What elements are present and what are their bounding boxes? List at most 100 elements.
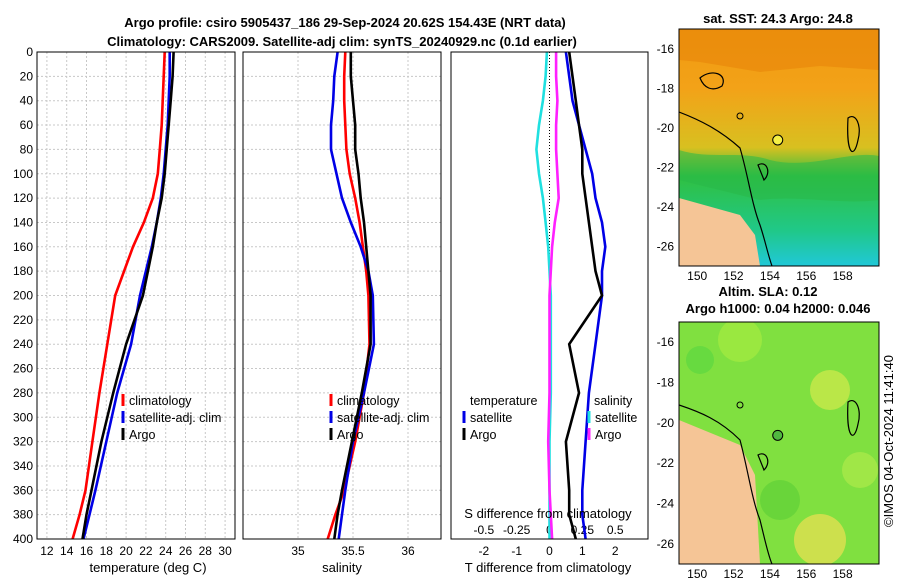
sst_map-ytick-label: -16 (657, 42, 675, 56)
sla_map-xtick-label: 150 (687, 567, 707, 580)
temperature-xtick-label: 16 (80, 544, 94, 558)
temperature-xtick-label: 22 (139, 544, 153, 558)
difference-legend-title-temperature: temperature (470, 394, 537, 408)
depth-tick-label: 200 (13, 289, 33, 303)
sst_map-ytick-label: -20 (657, 121, 675, 135)
difference-legend-label: Argo (595, 428, 621, 442)
salinity-legend-label: climatology (337, 394, 400, 408)
depth-tick-label: 100 (13, 167, 33, 181)
s-diff-xtick-label: 0.25 (571, 523, 595, 537)
temperature-xtick-label: 30 (218, 544, 232, 558)
temperature-xtick-label: 20 (119, 544, 133, 558)
depth-tick-label: 0 (26, 45, 33, 59)
temperature-legend-label: Argo (129, 428, 155, 442)
sst_map-xtick-label: 150 (687, 269, 707, 283)
depth-tick-label: 320 (13, 435, 33, 449)
depth-tick-label: 240 (13, 337, 33, 351)
salinity-xlabel: salinity (322, 560, 362, 575)
sst_map-xtick-label: 154 (760, 269, 780, 283)
temperature-xtick-label: 12 (40, 544, 54, 558)
sst_map-ytick-label: -24 (657, 200, 675, 214)
s-diff-xtick-label: -0.25 (503, 523, 531, 537)
imos-timestamp: ©IMOS 04-Oct-2024 11:41:40 (881, 355, 896, 527)
t-diff-xtick-label: -2 (478, 544, 489, 558)
sla-map-frame (678, 321, 880, 565)
depth-tick-label: 280 (13, 386, 33, 400)
sst-argo-location-marker (772, 134, 784, 146)
sla-argo-location-marker (772, 429, 784, 441)
salinity-xtick-label: 35 (291, 544, 305, 558)
temperature-axes-box (36, 51, 236, 540)
sla-map (679, 322, 879, 564)
sst_map-ytick-label: -26 (657, 239, 675, 253)
depth-tick-label: 340 (13, 459, 33, 473)
sla_map-ytick-label: -26 (657, 537, 675, 551)
depth-tick-label: 360 (13, 483, 33, 497)
sst_map-ytick-label: -22 (657, 160, 675, 174)
difference-axes-box (450, 51, 649, 540)
sst_map-xtick-label: 152 (724, 269, 744, 283)
sla-map-title-line2: Argo h1000: 0.04 h2000: 0.046 (686, 301, 871, 316)
temperature-series-climatology (71, 51, 166, 540)
depth-tick-label: 380 (13, 508, 33, 522)
temperature-xtick-label: 28 (199, 544, 213, 558)
s-difference-label: S difference from climatology (464, 506, 632, 521)
salinity-legend-label: satellite-adj. clim (337, 411, 429, 425)
difference-legend-label: Argo (470, 428, 496, 442)
sst_map-xtick-label: 156 (796, 269, 816, 283)
temperature-series-argo (81, 51, 175, 540)
salinity-xtick-label: 35.5 (341, 544, 365, 558)
temperature-legend-label: climatology (129, 394, 192, 408)
temperature-xtick-label: 14 (60, 544, 74, 558)
salinity-series-satellite-adj--clim (329, 51, 376, 540)
difference-series-s-argo (546, 52, 561, 540)
sla_map-xtick-label: 158 (833, 567, 853, 580)
s-diff-xtick-label: -0.5 (473, 523, 494, 537)
depth-tick-label: 220 (13, 313, 33, 327)
depth-tick-label: 160 (13, 240, 33, 254)
sla_map-ytick-label: -16 (657, 335, 675, 349)
t-diff-xtick-label: 2 (612, 544, 619, 558)
t-diff-xtick-label: -1 (511, 544, 522, 558)
salinity-legend-label: Argo (337, 428, 363, 442)
difference-legend-label: satellite (470, 411, 512, 425)
salinity-series-argo (333, 52, 372, 540)
temperature-xlabel: temperature (deg C) (89, 560, 206, 575)
sst-map-frame (678, 28, 880, 267)
temperature-xtick-label: 18 (100, 544, 114, 558)
sla_map-xtick-label: 154 (760, 567, 780, 580)
sst_map-xtick-label: 158 (833, 269, 853, 283)
depth-tick-label: 260 (13, 362, 33, 376)
difference-series-t-satellite (564, 51, 607, 540)
depth-tick-label: 140 (13, 215, 33, 229)
difference-legend-title-salinity: salinity (594, 394, 633, 408)
t-difference-xlabel: T difference from climatology (465, 560, 632, 575)
depth-tick-label: 400 (13, 532, 33, 546)
sla_map-ytick-label: -24 (657, 497, 675, 511)
depth-tick-label: 60 (20, 118, 34, 132)
t-diff-xtick-label: 1 (579, 544, 586, 558)
salinity-xtick-label: 36 (401, 544, 415, 558)
sla_map-ytick-label: -18 (657, 376, 675, 390)
temperature-legend-label: satellite-adj. clim (129, 411, 221, 425)
depth-tick-label: 20 (20, 69, 34, 83)
depth-tick-label: 300 (13, 410, 33, 424)
salinity-panel: 35 35.5 36 climatology satellite-adj. clim Ar… (243, 51, 441, 558)
temperature-xtick-label: 24 (159, 544, 173, 558)
figure-title-line1: Argo profile: csiro 5905437_186 29-Sep-2… (124, 15, 566, 30)
sla_map-ytick-label: -20 (657, 416, 675, 430)
sla_map-xtick-label: 156 (796, 567, 816, 580)
depth-tick-label: 180 (13, 264, 33, 278)
sla_map-xtick-label: 152 (724, 567, 744, 580)
s-diff-xtick-label: 0.5 (607, 523, 624, 537)
temperature-xtick-label: 26 (179, 544, 193, 558)
sla-map-title-line1: Altim. SLA: 0.12 (719, 284, 818, 299)
salinity-axes-box (242, 51, 442, 540)
sla_map-ytick-label: -22 (657, 456, 675, 470)
difference-panel: -2 -1 0 1 2-0.5 -0.25 0 0.25 0.5temperaturesatel… (462, 51, 637, 558)
t-diff-xtick-label: 0 (546, 544, 553, 558)
sst-map-title: sat. SST: 24.3 Argo: 24.8 (703, 11, 853, 26)
sst-map (679, 29, 879, 266)
sst_map-ytick-label: -18 (657, 81, 675, 95)
